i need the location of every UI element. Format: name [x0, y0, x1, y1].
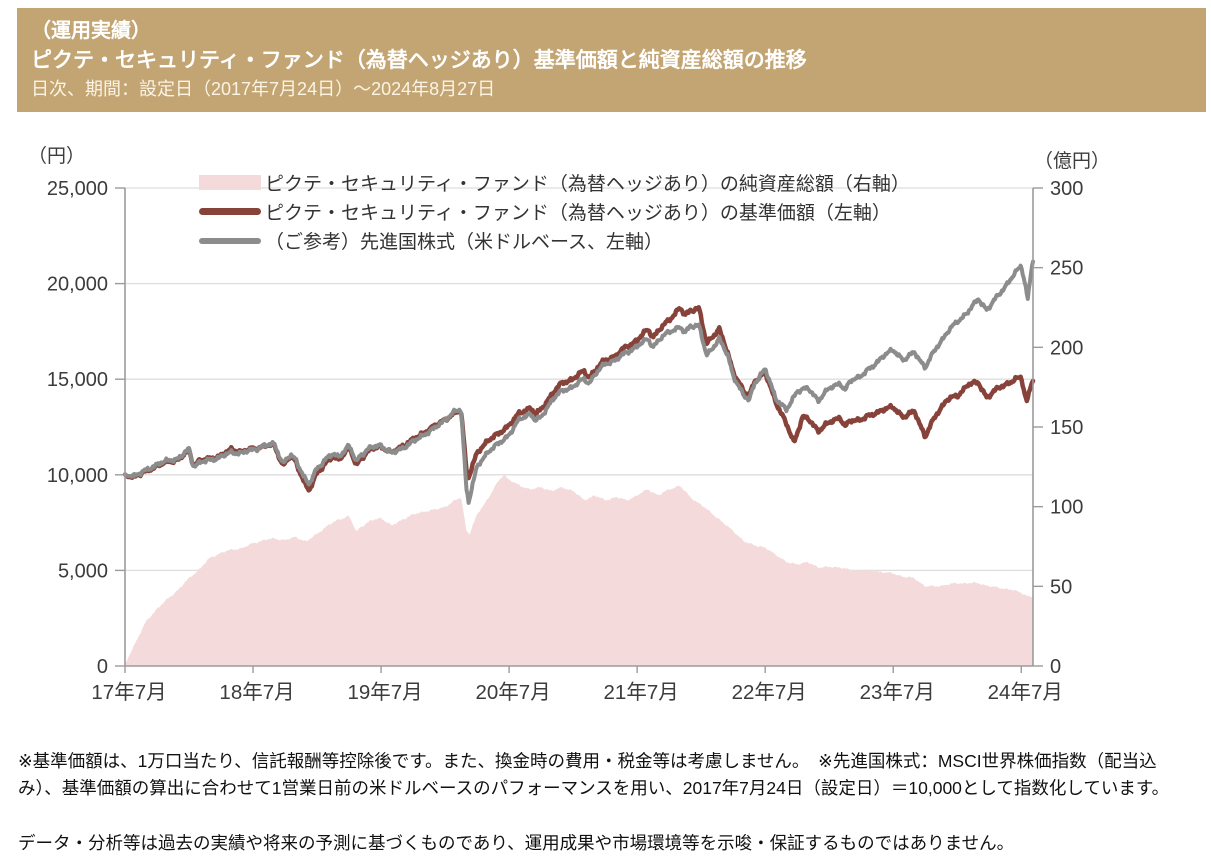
legend-label: ピクテ・セキュリティ・ファンド（為替ヘッジあり）の基準価額（左軸） [265, 203, 891, 224]
right-axis-tick-label: 200 [1050, 337, 1083, 359]
right-axis-tick-label: 250 [1050, 258, 1083, 280]
legend-item-net-assets: ピクテ・セキュリティ・ファンド（為替ヘッジあり）の純資産総額（右軸） [199, 168, 910, 197]
nav-line [122, 305, 1036, 493]
left-axis-tick-label: 0 [97, 656, 108, 678]
area-swatch-icon [199, 175, 261, 190]
legend-label: （ご参考）先進国株式（米ドルベース、左軸） [265, 232, 664, 253]
chart-area: 25,000 20,000 15,000 10,000 5,000 0 300 250 200 1… [28, 146, 1111, 704]
legend-label: ピクテ・セキュリティ・ファンド（為替ヘッジあり）の純資産総額（右軸） [265, 174, 910, 195]
x-axis-tick-label: 17年7月 [91, 681, 166, 704]
legend-item-msci: （ご参考）先進国株式（米ドルベース、左軸） [199, 226, 910, 255]
footnotes: ※基準価額は、1万口当たり、信託報酬等控除後です。また、換金時の費用・税金等は考… [18, 748, 1194, 853]
x-axis-tick-label: 20年7月 [476, 681, 551, 704]
x-axis-tick-label: 18年7月 [219, 681, 294, 704]
x-axis-tick-label: 21年7月 [604, 681, 679, 704]
left-axis-tick-label: 20,000 [47, 274, 108, 296]
x-axis-tick-label: 23年7月 [860, 681, 935, 704]
x-axis-tick-label: 19年7月 [347, 681, 422, 704]
x-axis-tick-label: 24年7月 [988, 681, 1063, 704]
right-axis-tick-label: 300 [1050, 178, 1083, 200]
right-axis-tick-label: 150 [1050, 417, 1083, 439]
right-axis-tick-label: 100 [1050, 497, 1083, 519]
footnote-disclaimer: ※基準価額は、1万口当たり、信託報酬等控除後です。また、換金時の費用・税金等は考… [18, 751, 1170, 799]
header-period: 日次、期間：設定日（2017年7月24日）～2024年8月27日 [31, 79, 496, 100]
legend-item-nav: ピクテ・セキュリティ・ファンド（為替ヘッジあり）の基準価額（左軸） [199, 197, 910, 226]
right-axis-tick-label: 50 [1050, 576, 1072, 598]
left-axis-tick-label: 25,000 [47, 178, 108, 200]
x-axis-tick-label: 22年7月 [732, 681, 807, 704]
report-header: （運用実績） ピクテ・セキュリティ・ファンド（為替ヘッジあり）基準価額と純資産総… [17, 8, 1206, 112]
left-axis-unit-label: （円） [28, 146, 86, 167]
red-line-swatch-icon [199, 208, 261, 215]
header-tag: （運用実績） [31, 20, 151, 42]
left-axis-tick-label: 5,000 [58, 560, 108, 582]
footnote-data-disclaimer: データ・分析等は過去の実績や将来の予測に基づくものであり、運用成果や市場環境等を… [18, 833, 1015, 853]
net-assets-area [125, 475, 1033, 666]
chart-legend: ピクテ・セキュリティ・ファンド（為替ヘッジあり）の純資産総額（右軸） ピクテ・セ… [199, 168, 910, 255]
msci-line [123, 259, 1035, 505]
page-title: ピクテ・セキュリティ・ファンド（為替ヘッジあり）基準価額と純資産総額の推移 [31, 49, 807, 72]
right-axis-tick-label: 0 [1050, 656, 1061, 678]
right-axis-unit-label: （億円） [1034, 151, 1111, 172]
left-axis-tick-label: 15,000 [47, 369, 108, 391]
gray-line-swatch-icon [199, 237, 261, 244]
performance-chart: 25,000 20,000 15,000 10,000 5,000 0 300 250 200 1… [47, 178, 1084, 704]
left-axis-tick-label: 10,000 [47, 465, 108, 487]
